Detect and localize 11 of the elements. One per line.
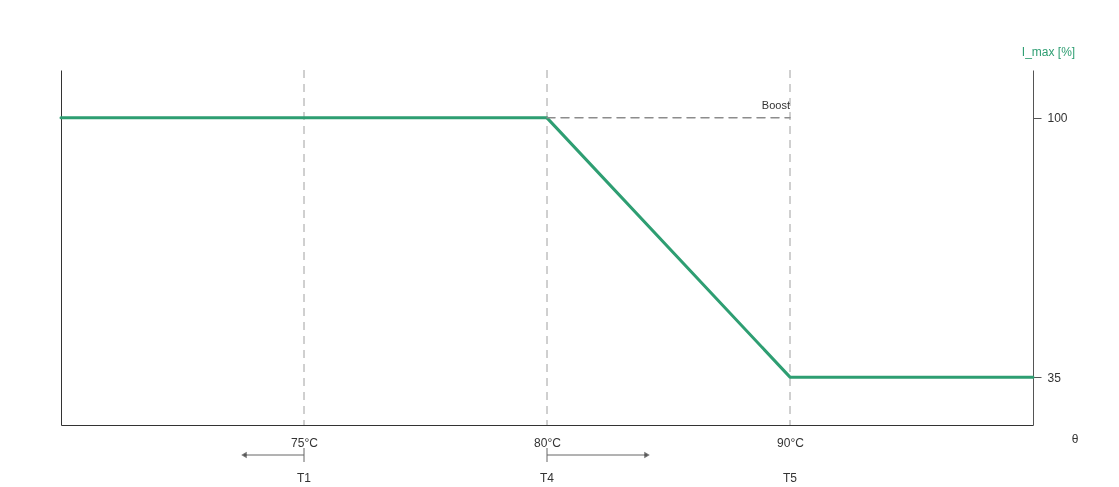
text: T5 xyxy=(782,471,798,485)
y-tick-label: 35 xyxy=(1047,370,1062,385)
text: T4 xyxy=(539,471,555,485)
x-tick-label: 80°C xyxy=(534,435,562,450)
y-axis-title: I_max [%] xyxy=(1021,44,1076,59)
text: T1 xyxy=(296,471,312,485)
x-tick-label: 90°C xyxy=(777,435,805,450)
series-label: Boost xyxy=(761,98,790,111)
x-axis-title: θ xyxy=(1071,431,1079,446)
x-tick-label: 75°C xyxy=(291,435,319,450)
y-tick-label: 100 xyxy=(1047,111,1068,126)
